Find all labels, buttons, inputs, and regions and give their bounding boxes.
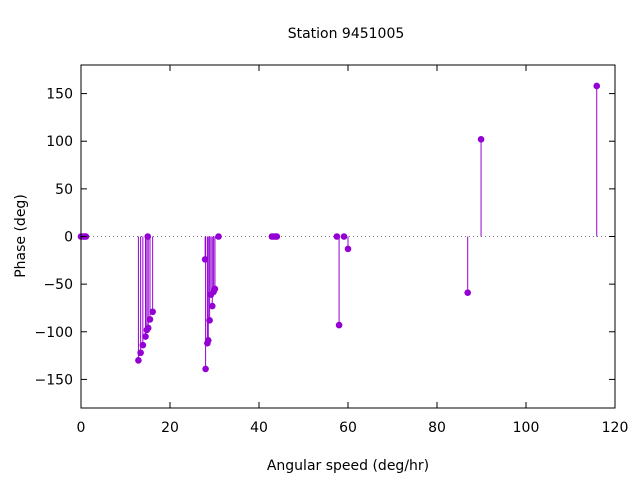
data-point xyxy=(206,317,213,324)
y-tick-label: 50 xyxy=(55,182,73,198)
data-point xyxy=(144,233,152,240)
data-point xyxy=(139,341,147,349)
y-tick-label: 150 xyxy=(46,87,73,103)
x-tick-label: 80 xyxy=(428,420,446,436)
impulse-lines xyxy=(137,85,598,369)
data-point xyxy=(211,285,219,293)
x-axis-label: Angular speed (deg/hr) xyxy=(267,458,429,474)
y-tick-label: 0 xyxy=(64,230,73,246)
data-point xyxy=(135,357,142,364)
data-point xyxy=(142,333,149,340)
data-point xyxy=(333,233,341,240)
data-point xyxy=(335,321,343,329)
x-tick-label: 40 xyxy=(250,420,268,436)
x-tick-label: 0 xyxy=(77,420,86,436)
data-point xyxy=(144,324,152,332)
chart-title: Station 9451005 xyxy=(288,26,405,42)
data-point xyxy=(273,233,281,240)
data-point xyxy=(146,316,154,323)
axis-ticks xyxy=(80,65,616,408)
data-point xyxy=(208,302,216,310)
y-tick-label: −150 xyxy=(35,372,73,388)
data-point xyxy=(477,136,485,143)
y-axis-label: Phase (deg) xyxy=(13,194,29,278)
data-point xyxy=(201,256,209,263)
y-tick-label: 100 xyxy=(46,134,73,150)
data-point xyxy=(202,365,209,373)
y-tick-labels: −150 −100 −50 0 50 100 150 xyxy=(35,87,73,389)
x-tick-labels: 0 20 40 60 80 100 120 xyxy=(77,420,629,436)
data-point xyxy=(340,233,348,240)
data-points xyxy=(77,82,601,373)
x-tick-label: 60 xyxy=(339,420,357,436)
y-tick-label: −50 xyxy=(43,277,73,293)
x-tick-label: 20 xyxy=(161,420,179,436)
x-tick-label: 100 xyxy=(513,420,540,436)
data-point xyxy=(215,233,222,240)
data-point xyxy=(149,308,156,316)
chart-title-text: Station 9451005 xyxy=(288,26,405,42)
data-point xyxy=(464,289,472,297)
data-point xyxy=(204,337,212,344)
x-tick-label: 120 xyxy=(602,420,629,436)
y-tick-label: −100 xyxy=(35,325,73,341)
data-point xyxy=(593,82,601,90)
data-point xyxy=(344,245,352,253)
data-point xyxy=(137,349,144,357)
